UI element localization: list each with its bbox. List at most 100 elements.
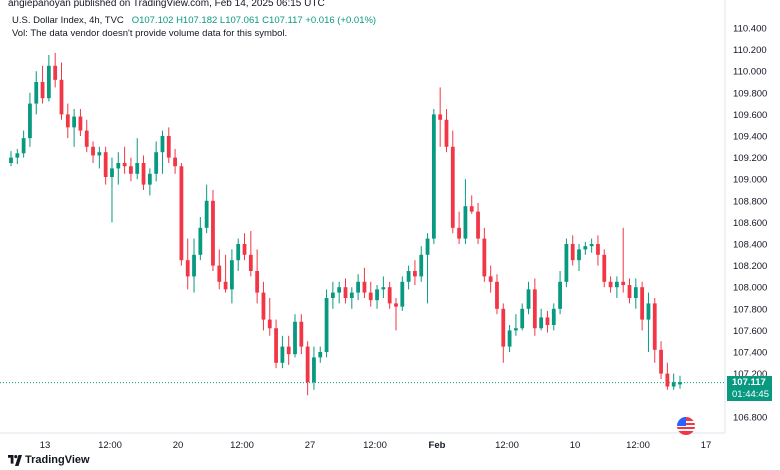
candle-body [551,308,556,325]
ohlc-low: L107.061 [219,15,260,26]
candle-body [482,238,487,277]
candle-body [141,163,146,185]
candle-body [627,285,632,298]
candle-body [362,281,367,293]
candle-body [425,238,430,255]
candle-body [286,346,291,355]
candle-body [608,281,613,288]
candle-body [248,254,253,271]
candle-body [53,65,58,80]
candle-body [274,328,278,363]
candle-body [507,330,512,347]
candle-body [476,211,480,239]
price-axis[interactable]: 110.400 110.200 110.000 109.800 109.600 109.4… [733,24,767,424]
y-tick-label: 110.400 [733,24,767,35]
y-tick-label: 108.000 [733,283,767,294]
candle-body [166,136,171,158]
footer: TradingView [8,454,90,466]
candle-body [469,206,474,212]
candle-body [192,254,196,277]
candle-body [488,276,493,282]
candle-body [514,328,518,331]
y-tick-label: 110.000 [733,67,767,78]
candle-body [457,227,461,239]
candle-body [116,163,121,169]
y-tick-label: 109.000 [733,175,767,186]
candle-body [204,200,209,228]
candle-body [419,254,424,277]
ohlc-close: C107.117 [262,15,303,26]
candle-body [122,163,127,167]
time-axis[interactable]: 13 12:00 20 12:00 27 12:00 Feb 12:00 10 12:00 17 [40,440,712,451]
candle-body [678,382,682,385]
bar-countdown: 01:44:45 [732,389,769,400]
symbol-header: U.S. Dollar Index, 4h, TVC O107.102 H107… [12,15,376,26]
candle-body [337,287,342,293]
candle-body [450,146,455,228]
candle-body [539,317,544,329]
x-tick-label: 12:00 [626,440,650,451]
candle-body [135,163,140,174]
candle-body [280,346,285,363]
footer-brand[interactable]: TradingView [25,454,90,466]
last-price-value: 107.117 [732,377,766,388]
candle-body [520,308,525,329]
candle-body [59,79,64,115]
candle-body [91,146,95,156]
candle-body [343,287,348,298]
candle-body [596,244,600,255]
candle-body [368,292,373,301]
candle-body [394,303,398,307]
candle-body [312,357,316,383]
candle-body [318,352,323,358]
candle-body [621,281,626,286]
candle-body [564,244,569,282]
candle-body [406,271,411,282]
candle-body [21,138,26,154]
y-tick-label: 108.400 [733,240,767,251]
y-tick-label: 109.600 [733,110,767,121]
symbol-label[interactable]: U.S. Dollar Index, 4h, TVC [12,15,124,26]
candle-body [293,321,297,355]
publisher-line: angiepanoyan published on TradingView.co… [8,0,325,9]
us-flag-icon[interactable] [674,416,698,436]
y-tick-label: 109.400 [733,132,767,143]
candle-body [444,119,449,147]
candle-body [154,152,159,174]
candle-body [526,289,531,309]
candle-body [558,281,562,309]
candle-body [217,265,222,282]
candle-body [387,287,392,304]
ohlc-high: H107.182 [176,15,218,26]
candle-body [185,260,190,277]
candle-body [381,287,386,290]
y-tick-label: 110.200 [733,45,767,56]
x-tick-label: 12:00 [495,440,519,451]
candle-body [97,152,102,156]
candle-body [589,244,594,247]
candle-body [15,153,20,158]
volume-note: Vol: The data vendor doesn't provide vol… [12,28,288,39]
y-tick-label: 107.800 [733,304,767,315]
candle-body [438,114,443,120]
candles [9,52,682,396]
candle-body [299,321,304,347]
candle-body [463,206,468,239]
candle-body [583,246,588,250]
candle-body [78,116,83,131]
candle-body [28,103,32,139]
candle-body [129,166,133,174]
x-tick-label: 17 [701,440,712,451]
candle-body [659,349,663,374]
candle-body [84,130,89,147]
y-tick-label: 108.600 [733,218,767,229]
x-tick-label: 13 [40,440,51,451]
candle-body [255,271,260,293]
candle-body [34,82,39,104]
candle-body [179,166,184,261]
candle-body [9,157,13,163]
candle-body [330,292,335,298]
candle-body [413,271,417,277]
candle-body [160,136,165,153]
